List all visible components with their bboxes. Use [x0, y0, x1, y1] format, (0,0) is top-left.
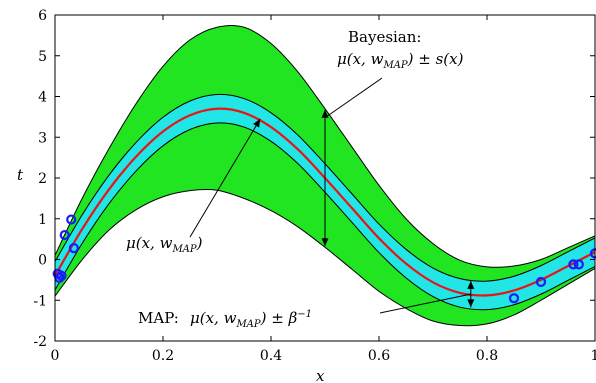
bayesian-title: Bayesian:: [348, 28, 421, 46]
annotations: Bayesian: μ(x, wMAP) ± s(x) μ(x, wMAP) M…: [126, 28, 475, 330]
data-point: [66, 214, 77, 225]
bayesian-leader-line: [325, 77, 383, 118]
data-point: [68, 242, 80, 254]
bayesian-arrow-head-bottom: [321, 238, 329, 247]
mean-label: μ(x, wMAP): [126, 234, 203, 255]
x-tick-label: 0: [51, 348, 60, 364]
data-point: [59, 229, 70, 241]
y-tick-label: 1: [38, 212, 47, 228]
data-point: [508, 293, 520, 304]
bayesian-arrow-head-top: [321, 109, 329, 118]
x-tick-label: 0.2: [152, 348, 174, 364]
y-tick-label: 3: [38, 130, 47, 146]
x-tick-label: 0.4: [260, 348, 282, 364]
map-prefix: MAP:: [138, 309, 179, 327]
map-band: [55, 94, 595, 310]
map-formula: μ(x, wMAP) ± β−1: [190, 309, 312, 330]
data-point: [56, 270, 67, 281]
mean-arrow-head: [253, 118, 261, 128]
y-tick-label: 5: [38, 49, 47, 65]
axis-ticks: 0 0.2 0.4 0.6 0.8 1 -2 -1 0 1 2 3 4 5 6: [33, 8, 596, 364]
y-tick-label: 0: [38, 253, 47, 269]
bayesian-upper-edge: [55, 24, 595, 268]
map-arrow-head-top: [467, 280, 475, 289]
y-tick-label: -1: [33, 293, 47, 309]
x-axis-label: x: [316, 367, 325, 383]
data-point: [568, 259, 579, 270]
x-tick-label: 1: [591, 348, 596, 364]
data-point: [535, 276, 547, 288]
data-point: [573, 259, 584, 270]
mean-arrow: [189, 118, 261, 238]
y-tick-label: -2: [33, 334, 47, 350]
y-tick-label: 4: [38, 90, 47, 106]
y-tick-label: 6: [38, 8, 47, 24]
bayesian-lower-edge: [55, 188, 595, 327]
y-tick-label: 2: [38, 171, 47, 187]
map-arrow-head-bottom: [467, 299, 475, 308]
x-tick-label: 0.8: [476, 348, 498, 364]
x-tick-label: 0.6: [368, 348, 390, 364]
bayesian-formula: μ(x, wMAP) ± s(x): [337, 50, 464, 71]
map-leader-line: [379, 293, 471, 314]
y-axis-label: t: [17, 166, 24, 184]
